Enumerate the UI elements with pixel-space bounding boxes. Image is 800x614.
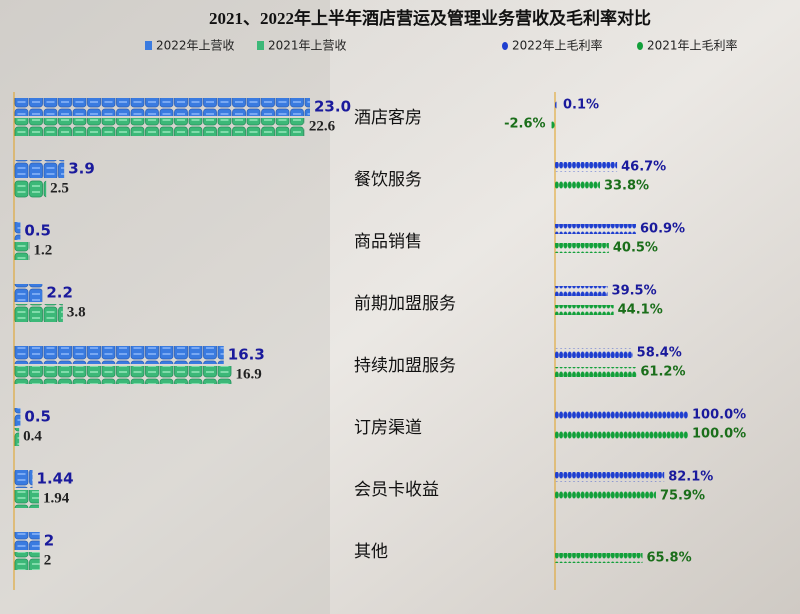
- value-label: 44.1%: [618, 303, 663, 318]
- revenue-bar: [14, 118, 305, 136]
- revenue-bar: [14, 490, 39, 508]
- margin-bar: [555, 491, 656, 501]
- category-label: 前期加盟服务: [354, 294, 456, 314]
- margin-bar: [555, 224, 636, 234]
- value-label: 3.8: [67, 304, 86, 320]
- legend-icon: [502, 42, 508, 50]
- legend-icon: [637, 42, 643, 50]
- value-label: 0.5: [24, 222, 51, 240]
- category-label: 餐饮服务: [354, 170, 422, 190]
- category-label: 酒店客房: [354, 108, 422, 128]
- value-label: 2.5: [50, 180, 69, 196]
- value-label: 2: [44, 532, 54, 550]
- margin-bar: [555, 286, 608, 296]
- margin-bar: [555, 367, 637, 377]
- value-label: 0.4: [23, 428, 42, 444]
- value-label: 60.9%: [640, 222, 685, 237]
- revenue-bar: [14, 408, 21, 426]
- value-label: 46.7%: [621, 160, 666, 175]
- margin-bar: [555, 162, 618, 172]
- chart-title: 2021、2022年上半年酒店营运及管理业务营收及毛利率对比: [209, 8, 651, 28]
- margin-bar: [555, 472, 665, 482]
- revenue-bar: [14, 532, 40, 550]
- value-label: 0.1%: [563, 98, 599, 113]
- value-label: 1.44: [37, 470, 74, 488]
- revenue-bar: [14, 284, 43, 302]
- value-label: 65.8%: [647, 551, 692, 566]
- category-label: 订房渠道: [354, 418, 422, 438]
- revenue-bar: [14, 428, 20, 446]
- margin-bar: [555, 553, 643, 563]
- value-label: 100.0%: [692, 427, 746, 442]
- revenue-bar: [14, 242, 30, 260]
- value-label: -2.6%: [504, 117, 545, 132]
- revenue-bar: [14, 180, 47, 198]
- margin-bar: [555, 243, 609, 253]
- category-label: 会员卡收益: [354, 480, 439, 500]
- value-label: 1.94: [43, 490, 70, 506]
- value-label: 40.5%: [613, 241, 658, 256]
- revenue-bar: [14, 160, 65, 178]
- value-label: 2.2: [46, 284, 73, 302]
- value-label: 33.8%: [604, 179, 649, 194]
- margin-bar: [555, 410, 688, 420]
- margin-bar: [555, 100, 557, 110]
- revenue-bar: [14, 304, 63, 322]
- category-label: 其他: [354, 542, 388, 562]
- revenue-bar: [14, 366, 232, 384]
- value-label: 75.9%: [660, 489, 705, 504]
- revenue-bar: [14, 346, 224, 364]
- value-label: 1.2: [33, 242, 52, 258]
- revenue-bar: [14, 222, 21, 240]
- margin-bar: [555, 429, 688, 439]
- value-label: 16.9: [235, 366, 261, 382]
- legend-label: 2021年上营收: [268, 39, 347, 53]
- revenue-bar: [14, 552, 40, 570]
- category-label: 商品销售: [354, 232, 422, 252]
- category-label: 持续加盟服务: [354, 356, 456, 376]
- value-label: 61.2%: [640, 365, 685, 380]
- value-label: 39.5%: [612, 284, 657, 299]
- value-label: 22.6: [309, 118, 336, 134]
- margin-bar: [551, 119, 555, 129]
- value-label: 58.4%: [637, 346, 682, 361]
- value-label: 2: [44, 552, 52, 568]
- legend-label: 2021年上毛利率: [647, 38, 738, 53]
- value-label: 82.1%: [668, 470, 713, 485]
- margin-bar: [555, 348, 633, 358]
- margin-bar: [555, 181, 600, 191]
- revenue-bar: [14, 98, 310, 116]
- value-label: 3.9: [68, 160, 95, 178]
- legend-icon: [145, 41, 152, 50]
- legend-label: 2022年上毛利率: [512, 38, 603, 53]
- legend-icon: [257, 41, 264, 50]
- value-label: 16.3: [228, 346, 265, 364]
- value-label: 23.0: [314, 98, 351, 116]
- revenue-bar: [14, 470, 33, 488]
- value-label: 100.0%: [692, 408, 746, 423]
- margin-bar: [555, 305, 614, 315]
- legend-label: 2022年上营收: [156, 39, 235, 53]
- value-label: 0.5: [24, 408, 51, 426]
